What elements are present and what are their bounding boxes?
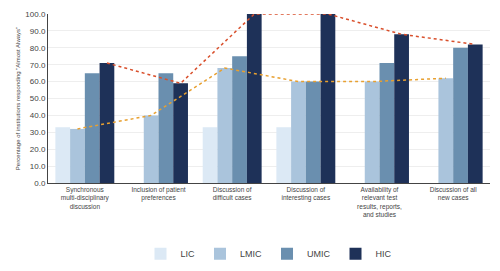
svg-text:Availability ofrelevant testre: Availability ofrelevant testresults, rep…	[357, 186, 402, 218]
svg-text:20.0: 20.0	[30, 145, 46, 154]
svg-text:HIC: HIC	[376, 249, 392, 259]
svg-text:80.0: 80.0	[30, 44, 46, 53]
svg-text:0.0: 0.0	[34, 179, 46, 188]
svg-text:Discussion ofdifficult cases: Discussion ofdifficult cases	[213, 186, 253, 201]
svg-text:LIC: LIC	[181, 249, 196, 259]
svg-text:UMIC: UMIC	[307, 249, 330, 259]
svg-text:Inclusion of patientpreference: Inclusion of patientpreferences	[131, 186, 185, 202]
svg-text:40.0: 40.0	[30, 111, 46, 120]
svg-text:Percentage of institutions res: Percentage of institutions responding "A…	[15, 27, 21, 170]
svg-text:Discussion ofinteresting cases: Discussion ofinteresting cases	[281, 186, 331, 202]
svg-text:Synchronousmulti-disciplinaryd: Synchronousmulti-disciplinarydiscussion	[61, 186, 110, 210]
svg-text:70.0: 70.0	[30, 60, 46, 69]
svg-text:50.0: 50.0	[30, 94, 46, 103]
svg-text:90.0: 90.0	[30, 27, 46, 36]
svg-text:LMIC: LMIC	[240, 249, 262, 259]
svg-text:30.0: 30.0	[30, 128, 46, 137]
svg-text:10.0: 10.0	[30, 162, 46, 171]
svg-text:60.0: 60.0	[30, 77, 46, 86]
svg-text:Discussion of allnew cases: Discussion of allnew cases	[430, 186, 478, 201]
svg-text:100.0: 100.0	[25, 10, 46, 19]
